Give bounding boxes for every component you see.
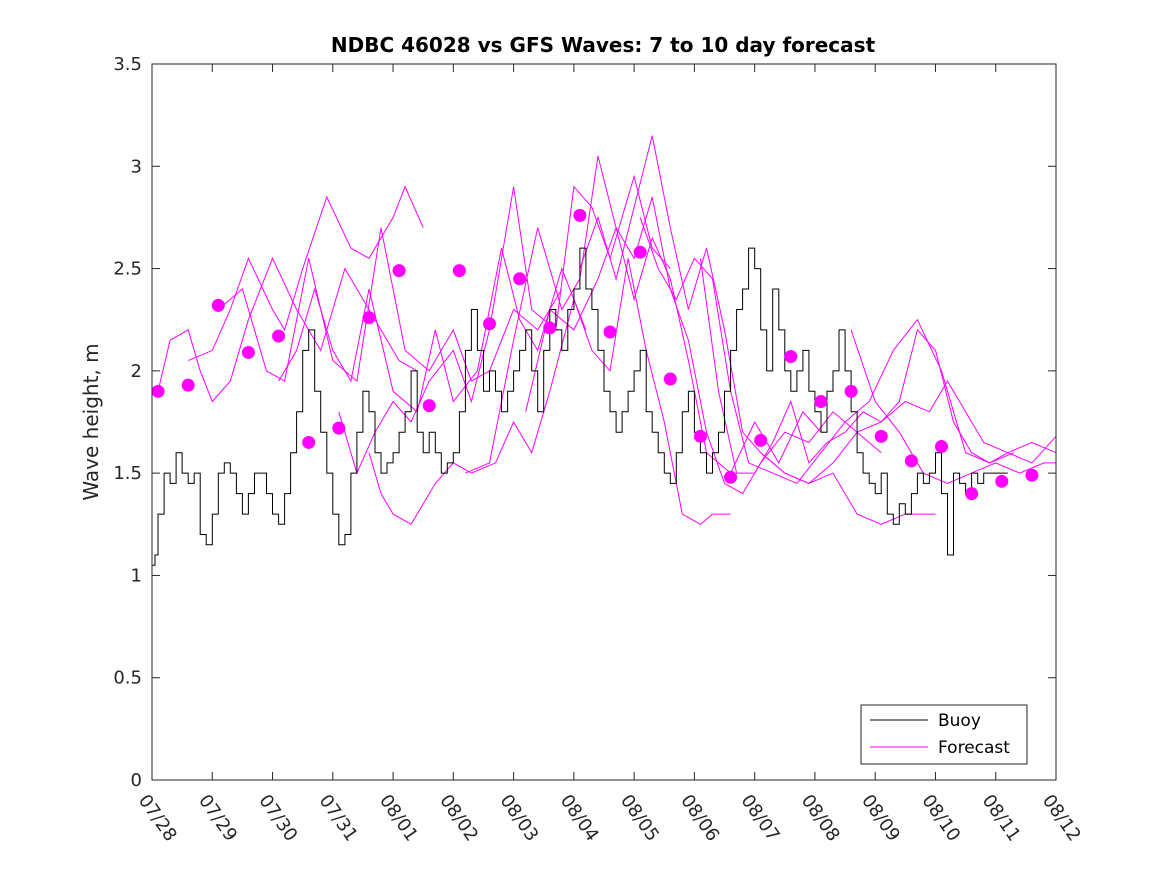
forecast-marker bbox=[724, 470, 738, 484]
forecast-markers bbox=[151, 208, 1039, 501]
y-axis-label: Wave height, m bbox=[79, 343, 103, 500]
forecast-marker bbox=[874, 429, 888, 443]
y-tick-label: 0 bbox=[131, 770, 142, 791]
forecast-marker bbox=[1025, 468, 1039, 482]
legend-box bbox=[860, 704, 1028, 765]
x-tick-label: 08/11 bbox=[978, 791, 1025, 846]
forecast-line bbox=[579, 135, 936, 525]
buoy-line-group bbox=[152, 247, 1008, 566]
x-tick-label: 08/08 bbox=[797, 791, 844, 846]
x-tick-label: 08/02 bbox=[435, 791, 482, 846]
x-tick-label: 08/09 bbox=[857, 791, 904, 846]
forecast-marker bbox=[904, 454, 918, 468]
y-tick-label: 1 bbox=[131, 565, 142, 586]
y-axis: 0 0.5 1 1.5 2 2.5 3 3.5 bbox=[113, 54, 1056, 791]
forecast-marker bbox=[573, 208, 587, 222]
forecast-marker bbox=[603, 325, 617, 339]
forecast-marker bbox=[272, 329, 286, 343]
forecast-marker bbox=[302, 435, 316, 449]
y-tick-label: 0.5 bbox=[113, 668, 142, 689]
forecast-marker bbox=[814, 395, 828, 409]
forecast-line bbox=[188, 185, 424, 362]
forecast-marker bbox=[482, 317, 496, 331]
x-tick-label: 08/10 bbox=[917, 791, 964, 846]
forecast-line bbox=[278, 247, 587, 413]
forecast-marker bbox=[332, 421, 346, 435]
y-tick-label: 2 bbox=[131, 361, 142, 382]
forecast-marker bbox=[995, 474, 1009, 488]
forecast-marker bbox=[211, 298, 225, 312]
x-tick-label: 08/01 bbox=[375, 791, 422, 846]
forecast-marker bbox=[543, 321, 557, 335]
legend-forecast-label: Forecast bbox=[938, 738, 1010, 758]
forecast-line bbox=[525, 196, 882, 495]
forecast-marker bbox=[513, 272, 527, 286]
forecast-marker bbox=[633, 245, 647, 259]
forecast-marker bbox=[844, 384, 858, 398]
forecast-marker bbox=[784, 350, 798, 364]
forecast-line bbox=[338, 174, 671, 475]
forecast-marker bbox=[934, 440, 948, 454]
forecast-line bbox=[699, 258, 1057, 474]
y-tick-label: 1.5 bbox=[113, 463, 142, 484]
forecast-line bbox=[465, 155, 822, 474]
y-tick-label: 2.5 bbox=[113, 259, 142, 280]
x-tick-label: 07/28 bbox=[134, 791, 181, 846]
forecast-marker bbox=[422, 399, 436, 413]
forecast-marker bbox=[452, 264, 466, 278]
y-tick-label: 3 bbox=[131, 156, 142, 177]
legend-buoy-label: Buoy bbox=[938, 711, 981, 731]
x-tick-label: 08/06 bbox=[676, 791, 723, 846]
forecast-marker bbox=[362, 311, 376, 325]
forecast-marker bbox=[693, 429, 707, 443]
plot-area bbox=[152, 64, 1056, 780]
y-tick-label: 3.5 bbox=[113, 54, 142, 75]
forecast-marker bbox=[392, 264, 406, 278]
x-tick-label: 08/12 bbox=[1038, 791, 1085, 846]
forecast-marker bbox=[965, 487, 979, 501]
x-tick-label: 08/04 bbox=[556, 791, 603, 846]
forecast-lines bbox=[157, 135, 1057, 525]
forecast-marker bbox=[241, 345, 255, 359]
x-tick-label: 08/03 bbox=[496, 791, 543, 846]
forecast-marker bbox=[181, 378, 195, 392]
forecast-marker bbox=[151, 384, 165, 398]
forecast-marker bbox=[663, 372, 677, 386]
buoy-line bbox=[152, 247, 1008, 566]
x-tick-label: 07/30 bbox=[254, 791, 301, 846]
legend: Buoy Forecast bbox=[860, 704, 1028, 765]
forecast-marker bbox=[754, 433, 768, 447]
x-tick-label: 07/29 bbox=[194, 791, 241, 846]
x-tick-label: 08/07 bbox=[737, 791, 784, 846]
x-tick-label: 07/31 bbox=[315, 791, 362, 846]
forecast-line bbox=[217, 227, 563, 383]
plot-frame bbox=[151, 63, 1057, 781]
chart-title: NDBC 46028 vs GFS Waves: 7 to 10 day for… bbox=[331, 33, 876, 57]
x-tick-label: 08/05 bbox=[616, 791, 663, 846]
forecast-line bbox=[760, 380, 1057, 484]
